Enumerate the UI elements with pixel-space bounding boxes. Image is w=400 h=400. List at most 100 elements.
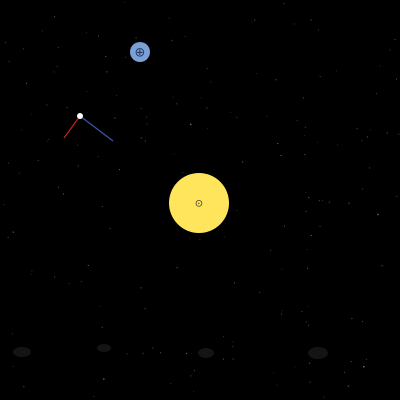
star <box>105 55 107 57</box>
star <box>310 235 312 236</box>
star <box>305 321 307 323</box>
star <box>270 250 271 252</box>
star <box>230 111 231 113</box>
star <box>266 115 268 117</box>
star <box>369 129 371 131</box>
control-slot-3-icon[interactable] <box>198 348 214 358</box>
star <box>304 135 305 137</box>
bottom-controls <box>13 344 328 359</box>
star <box>174 153 175 155</box>
star <box>140 108 142 109</box>
star <box>394 39 396 40</box>
star <box>379 65 381 67</box>
sun-icon[interactable] <box>169 173 229 233</box>
star <box>305 192 307 193</box>
star <box>232 341 234 343</box>
control-slot-1-icon[interactable] <box>13 347 31 357</box>
probe[interactable] <box>63 113 114 142</box>
star <box>31 113 33 115</box>
star <box>350 361 352 363</box>
star <box>171 39 173 42</box>
star <box>277 143 279 144</box>
star <box>281 313 283 315</box>
star <box>343 371 345 373</box>
star <box>98 35 99 37</box>
star <box>186 353 187 354</box>
star <box>5 42 6 43</box>
star <box>362 188 363 190</box>
sun[interactable]: ⊙ <box>169 173 229 233</box>
star <box>206 107 208 109</box>
star <box>23 386 25 388</box>
control-slot-2-icon[interactable] <box>97 344 111 352</box>
probe-icon[interactable] <box>77 113 83 119</box>
star <box>54 16 56 18</box>
star <box>210 81 212 83</box>
star <box>232 358 234 360</box>
earth[interactable]: ⊕ <box>130 42 150 62</box>
star <box>347 385 350 387</box>
star <box>56 66 58 68</box>
star <box>37 160 39 161</box>
star <box>351 318 353 319</box>
thrust-vector <box>63 115 81 139</box>
star <box>194 370 195 371</box>
control-slot-4-icon[interactable] <box>308 347 328 359</box>
star <box>375 93 377 94</box>
star <box>323 396 325 398</box>
star <box>310 19 312 21</box>
star <box>223 358 224 360</box>
star <box>124 56 126 58</box>
star <box>30 274 32 275</box>
star <box>281 310 283 312</box>
star <box>135 37 137 39</box>
star <box>236 210 238 211</box>
star <box>361 140 363 142</box>
star <box>319 76 321 77</box>
star <box>54 276 55 278</box>
star <box>256 73 258 74</box>
star <box>200 97 202 99</box>
star <box>11 333 13 335</box>
star <box>377 213 379 216</box>
star <box>160 352 161 354</box>
star <box>304 126 307 128</box>
star <box>53 71 55 73</box>
star <box>109 228 111 230</box>
sun-symbol: ⊙ <box>195 199 203 210</box>
star <box>176 267 178 269</box>
star <box>99 306 101 307</box>
star <box>93 396 95 397</box>
star <box>206 67 208 69</box>
star <box>18 172 20 174</box>
star <box>68 283 70 284</box>
star <box>335 70 337 72</box>
star <box>276 384 278 386</box>
star <box>114 117 116 119</box>
star <box>46 140 48 142</box>
star <box>259 292 260 293</box>
star <box>12 231 14 233</box>
star <box>281 268 283 270</box>
star <box>369 167 371 169</box>
starfield <box>3 1 400 398</box>
star <box>140 287 142 289</box>
star <box>172 96 174 98</box>
star <box>389 49 391 51</box>
star <box>304 154 306 156</box>
star <box>190 375 192 377</box>
star <box>57 47 59 49</box>
star <box>307 267 308 269</box>
star <box>398 133 400 135</box>
star <box>126 353 128 355</box>
star <box>42 30 43 32</box>
star <box>152 347 154 349</box>
star <box>319 226 321 227</box>
star <box>86 32 87 34</box>
earth-icon[interactable] <box>130 42 150 62</box>
star <box>58 186 59 188</box>
star <box>8 61 10 62</box>
star <box>87 265 89 266</box>
